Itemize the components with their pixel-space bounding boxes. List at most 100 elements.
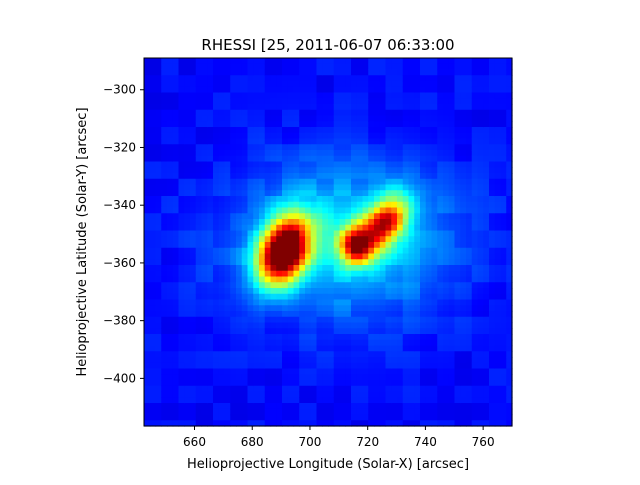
heatmap-cell xyxy=(172,230,180,237)
heatmap-cell xyxy=(431,196,438,203)
heatmap-cell xyxy=(282,270,289,278)
heatmap-cell xyxy=(207,104,214,111)
heatmap-cell xyxy=(437,311,444,318)
heatmap-cell xyxy=(241,362,249,370)
heatmap-cell xyxy=(201,334,208,341)
heatmap-cell xyxy=(500,339,507,347)
heatmap-cell xyxy=(167,92,174,99)
heatmap-cell xyxy=(483,92,490,99)
heatmap-cell xyxy=(161,282,168,289)
heatmap-cell xyxy=(259,219,266,226)
heatmap-cell xyxy=(489,288,496,295)
heatmap-cell xyxy=(420,196,427,203)
heatmap-cell xyxy=(437,345,444,352)
heatmap-cell xyxy=(397,328,404,335)
heatmap-cell xyxy=(351,385,358,393)
heatmap-cell xyxy=(471,247,479,255)
heatmap-cell xyxy=(236,380,243,387)
heatmap-cell xyxy=(437,98,444,105)
heatmap-cell xyxy=(460,150,467,157)
heatmap-cell xyxy=(402,288,410,295)
heatmap-cell xyxy=(466,328,473,335)
heatmap-cell xyxy=(466,104,473,111)
heatmap-cell xyxy=(161,127,168,134)
heatmap-cell xyxy=(161,196,168,203)
heatmap-cell xyxy=(213,207,220,214)
heatmap-cell xyxy=(293,362,300,370)
heatmap-cell xyxy=(477,121,484,128)
heatmap-cell xyxy=(287,58,295,65)
heatmap-cell xyxy=(230,155,237,163)
heatmap-cell xyxy=(466,201,473,209)
heatmap-cell xyxy=(489,339,496,347)
heatmap-cell xyxy=(270,58,277,65)
heatmap-cell xyxy=(299,299,306,306)
heatmap-cell xyxy=(236,276,243,283)
heatmap-cell xyxy=(374,299,381,306)
heatmap-cell xyxy=(299,115,306,122)
heatmap-cell xyxy=(374,207,381,214)
heatmap-cell xyxy=(431,167,438,174)
heatmap-cell xyxy=(402,104,410,111)
heatmap-cell xyxy=(420,201,427,209)
heatmap-cell xyxy=(241,81,249,88)
heatmap-cell xyxy=(230,362,237,370)
heatmap-cell xyxy=(299,368,306,375)
heatmap-cell xyxy=(305,173,312,180)
heatmap-cell xyxy=(385,173,392,180)
heatmap-cell xyxy=(253,265,260,272)
heatmap-cell xyxy=(184,253,191,260)
heatmap-cell xyxy=(201,69,208,76)
heatmap-cell xyxy=(270,167,277,174)
heatmap-cell xyxy=(362,380,369,387)
heatmap-cell xyxy=(333,351,341,358)
heatmap-cell xyxy=(339,247,346,255)
heatmap-cell xyxy=(420,276,427,283)
heatmap-cell xyxy=(466,86,473,94)
heatmap-cell xyxy=(293,270,300,278)
heatmap-cell xyxy=(293,98,300,105)
heatmap-cell xyxy=(161,247,168,255)
heatmap-cell xyxy=(178,334,185,341)
heatmap-cell xyxy=(282,201,289,209)
heatmap-cell xyxy=(207,86,214,94)
heatmap-cell xyxy=(322,161,329,168)
heatmap-cell xyxy=(276,299,283,306)
heatmap-cell xyxy=(385,127,392,134)
heatmap-cell xyxy=(351,150,358,157)
heatmap-cell xyxy=(259,196,266,203)
heatmap-cell xyxy=(345,190,352,197)
heatmap-cell xyxy=(184,86,191,94)
heatmap-cell xyxy=(391,132,398,140)
heatmap-cell xyxy=(161,81,168,88)
heatmap-cell xyxy=(218,374,226,381)
heatmap-cell xyxy=(500,63,507,71)
heatmap-cell xyxy=(437,224,444,232)
heatmap-cell xyxy=(454,408,461,416)
heatmap-cell xyxy=(374,132,381,140)
heatmap-cell xyxy=(322,190,329,197)
heatmap-cell xyxy=(339,98,346,105)
heatmap-cell xyxy=(218,127,226,134)
heatmap-cell xyxy=(374,282,381,289)
heatmap-cell xyxy=(184,259,191,266)
heatmap-cell xyxy=(167,311,174,318)
heatmap-cell xyxy=(287,69,295,76)
heatmap-cell xyxy=(477,374,484,381)
heatmap-cell xyxy=(241,224,249,232)
heatmap-cell xyxy=(431,334,438,341)
heatmap-cell xyxy=(483,224,490,232)
heatmap-cell xyxy=(247,305,254,312)
heatmap-cell xyxy=(425,357,433,364)
heatmap-cell xyxy=(190,391,197,398)
heatmap-cell xyxy=(282,334,289,341)
heatmap-cell xyxy=(368,63,375,71)
heatmap-cell xyxy=(414,161,421,168)
heatmap-cell xyxy=(489,161,496,168)
heatmap-cell xyxy=(178,259,185,266)
heatmap-cell xyxy=(368,368,375,375)
heatmap-cell xyxy=(420,75,427,82)
heatmap-cell xyxy=(460,92,467,99)
heatmap-cell xyxy=(218,351,226,358)
heatmap-cell xyxy=(305,104,312,111)
